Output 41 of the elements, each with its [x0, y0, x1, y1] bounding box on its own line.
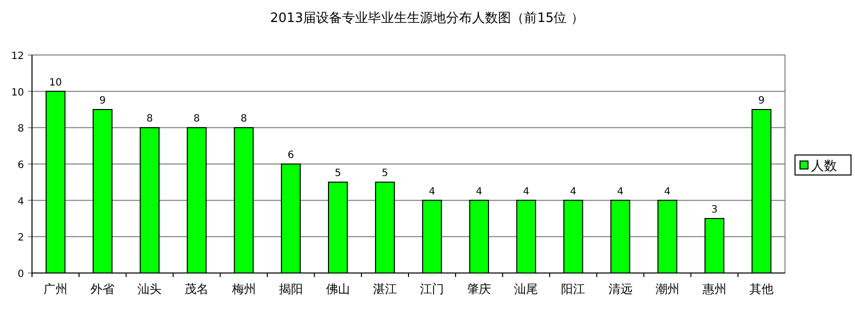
data-label: 4	[428, 186, 436, 198]
data-label: 4	[522, 186, 530, 198]
data-label: 8	[240, 114, 247, 125]
x-tick-label: 广州	[44, 282, 68, 296]
y-tick-label: 0	[18, 269, 24, 280]
data-label: 5	[334, 168, 342, 180]
y-tick-label: 2	[18, 232, 24, 244]
data-label: 6	[288, 150, 294, 161]
y-tick-label: 4	[18, 196, 24, 208]
x-tick-label: 湛江	[372, 282, 397, 296]
data-label: 4	[570, 186, 576, 198]
data-label: 9	[758, 96, 765, 106]
x-tick-label: 肇庆	[467, 282, 492, 296]
y-tick-label: 6	[18, 160, 24, 171]
x-tick-label: 惠州	[701, 282, 726, 296]
x-tick-label: 梅州	[230, 282, 256, 296]
x-tick-label: 汕尾	[514, 282, 538, 296]
y-tick-label: 8	[18, 124, 24, 135]
x-tick-label: 清远	[608, 282, 632, 296]
x-tick-label: 江门	[420, 282, 444, 296]
x-tick-label: 阳江	[561, 282, 586, 296]
legend-label: 人数	[811, 159, 837, 174]
x-tick-label: 揭阳	[278, 282, 303, 296]
data-label: 8	[146, 114, 153, 125]
chart-title: 2013届设备专业毕业生生源地分布人数图（前15位 ）	[270, 11, 584, 26]
data-label: 4	[664, 186, 671, 198]
y-tick-label: 12	[11, 51, 24, 62]
x-tick-label: 其他	[749, 282, 774, 296]
data-label: 10	[49, 77, 62, 88]
x-tick-label: 外省	[90, 282, 115, 296]
data-label: 4	[617, 186, 624, 198]
data-label: 8	[194, 114, 200, 125]
y-tick-label: 10	[11, 87, 24, 98]
data-label: 3	[711, 204, 718, 216]
x-tick-label: 茂名	[184, 282, 209, 296]
x-tick-label: 汕头	[138, 282, 162, 296]
data-label: 4	[476, 186, 482, 198]
data-label: 9	[99, 96, 106, 106]
x-tick-label: 佛山	[326, 282, 350, 296]
x-tick-label: 潮州	[655, 282, 680, 296]
data-label: 5	[382, 168, 388, 180]
